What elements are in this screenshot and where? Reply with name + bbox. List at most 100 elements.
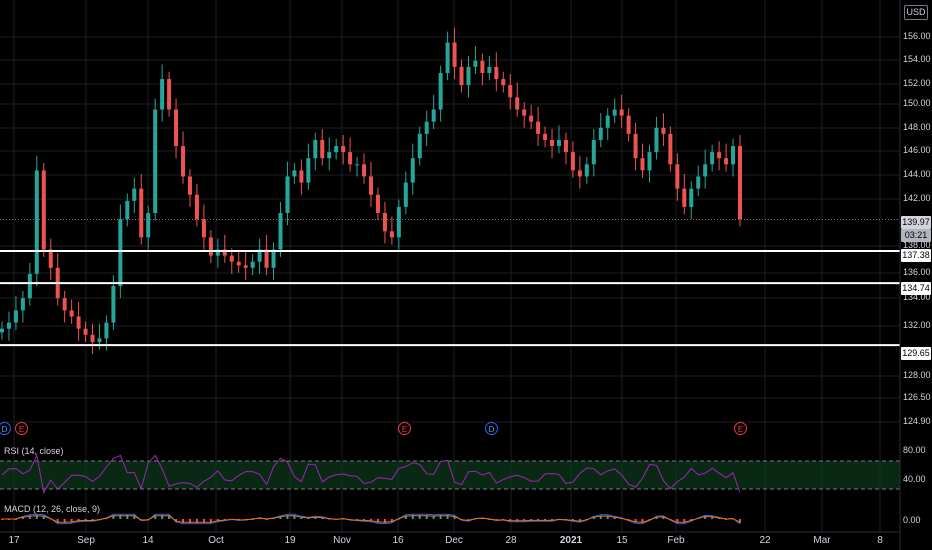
countdown-tag: 03:21: [901, 229, 931, 242]
candle-body: [132, 188, 137, 201]
rsi-title[interactable]: RSI (14, close): [4, 446, 64, 456]
horizontal-levels[interactable]: [0, 249, 900, 347]
currency-button[interactable]: USD: [904, 5, 928, 20]
macd-histogram-bar: [606, 515, 609, 519]
rsi-label-80: 80.00: [903, 445, 926, 455]
candle-body: [619, 109, 624, 116]
candle-body: [341, 146, 346, 153]
price-axis-label: 148.00: [903, 122, 931, 132]
dividend-marker[interactable]: D: [0, 422, 11, 435]
candle-body: [473, 60, 478, 67]
current-price-tag: 139.97: [901, 216, 931, 229]
macd-histogram-bar: [77, 519, 80, 522]
candle-body: [327, 152, 332, 159]
macd-histogram-bar: [21, 516, 24, 519]
candle-body: [187, 176, 192, 195]
candle-body: [536, 121, 541, 134]
macd-histogram-bar: [592, 516, 595, 519]
dividend-marker[interactable]: D: [485, 422, 498, 435]
candle-body: [563, 139, 568, 153]
candle-body: [97, 338, 102, 343]
price-axis-label: 132.00: [903, 320, 931, 330]
macd-histogram-bar: [209, 519, 212, 523]
earnings-marker[interactable]: E: [734, 422, 747, 435]
level-tag-3: 129.65: [901, 347, 931, 360]
macd-title[interactable]: MACD (12, 26, close, 9): [4, 504, 101, 514]
macd-histogram-bar: [432, 515, 435, 519]
time-axis-label: 14: [142, 535, 154, 546]
time-axis-label: 19: [284, 535, 296, 546]
earnings-marker[interactable]: E: [398, 422, 411, 435]
candle-body: [626, 115, 631, 134]
candle-body: [20, 298, 25, 311]
candle-body: [682, 188, 687, 207]
candlestick-series[interactable]: [0, 27, 900, 355]
candle-body: [612, 109, 617, 116]
price-axis-label: 124.90: [903, 416, 931, 426]
candle-body: [208, 237, 213, 256]
candle-body: [738, 146, 742, 220]
candle-body: [34, 170, 39, 274]
macd-pane[interactable]: [1, 513, 741, 525]
candle-body: [201, 219, 206, 238]
candle-body: [174, 109, 179, 147]
candle-body: [83, 328, 88, 335]
time-axis-label: Mar: [813, 535, 831, 546]
macd-histogram-bar: [182, 519, 185, 523]
candle-body: [320, 139, 325, 159]
candle-body: [257, 249, 262, 262]
candle-body: [438, 72, 443, 110]
macd-histogram-bar: [578, 519, 581, 522]
macd-histogram-bar: [314, 516, 317, 519]
candle-body: [0, 328, 4, 333]
candle-body: [362, 164, 367, 177]
candle-body: [146, 213, 151, 238]
macd-signal-line: [2, 515, 741, 523]
candle-body: [703, 164, 708, 177]
time-axis-label: Feb: [667, 535, 685, 546]
candle-body: [13, 310, 18, 323]
candle-body: [306, 158, 311, 183]
candle-body: [369, 176, 373, 195]
rsi-pane[interactable]: [0, 453, 900, 494]
macd-histogram-bar: [509, 519, 512, 522]
candle-body: [389, 231, 394, 238]
candle-body: [424, 121, 429, 134]
price-axis-label: 152.00: [903, 78, 931, 88]
candle-body: [236, 261, 241, 266]
candle-body: [104, 322, 109, 339]
candle-body: [278, 213, 283, 250]
candle-body: [139, 188, 144, 238]
level-tag-2: 134.74: [901, 282, 931, 295]
candle-body: [250, 261, 255, 268]
candle-body: [522, 109, 527, 116]
candle-body: [6, 322, 11, 329]
candle-body: [243, 265, 248, 268]
candle-body: [41, 170, 46, 250]
candle-body: [654, 127, 659, 153]
earnings-marker[interactable]: E: [15, 422, 28, 435]
candle-body: [452, 42, 457, 67]
macd-histogram-bar: [63, 519, 66, 523]
rsi-band: [0, 461, 900, 489]
candle-body: [668, 133, 673, 165]
candle-body: [299, 170, 304, 183]
candle-body: [313, 139, 318, 159]
macd-histogram-bar: [390, 519, 393, 523]
candle-body: [731, 146, 736, 165]
macd-histogram-bar: [370, 519, 372, 522]
candle-body: [27, 273, 32, 299]
price-axis-label: 136.00: [903, 267, 931, 277]
macd-histogram-bar: [439, 515, 442, 519]
macd-line: [2, 513, 741, 525]
candle-body: [111, 286, 116, 323]
time-axis-label: Oct: [208, 535, 224, 546]
candle-body: [584, 164, 589, 177]
macd-histogram-bar: [35, 515, 38, 519]
price-axis-label: 138.00: [903, 240, 931, 250]
candle-body: [292, 170, 297, 177]
rsi-label-40: 40.00: [903, 474, 926, 484]
macd-histogram-bar: [516, 519, 519, 522]
candle-body: [76, 316, 81, 329]
